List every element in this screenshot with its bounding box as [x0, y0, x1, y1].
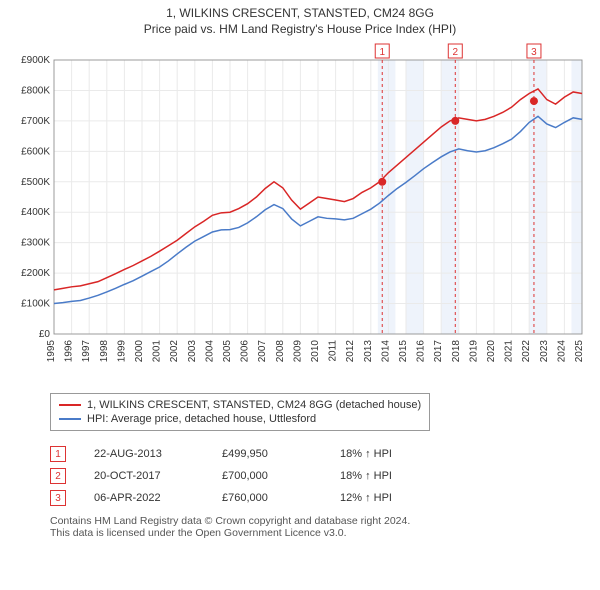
- svg-text:£800K: £800K: [21, 85, 50, 96]
- svg-text:1999: 1999: [116, 340, 127, 363]
- svg-text:2013: 2013: [363, 340, 374, 363]
- event-row: 1 22-AUG-2013 £499,950 18% ↑ HPI: [50, 443, 592, 465]
- svg-text:2019: 2019: [468, 340, 479, 363]
- svg-text:2003: 2003: [187, 340, 198, 363]
- event-list: 1 22-AUG-2013 £499,950 18% ↑ HPI 2 20-OCT-201…: [50, 443, 592, 509]
- event-price: £760,000: [222, 492, 312, 504]
- svg-text:£600K: £600K: [21, 146, 50, 157]
- page-title: 1, WILKINS CRESCENT, STANSTED, CM24 8GG: [8, 6, 592, 20]
- event-price: £499,950: [222, 448, 312, 460]
- svg-text:2011: 2011: [328, 340, 339, 362]
- footnote-line: Contains HM Land Registry data © Crown c…: [50, 515, 592, 527]
- legend-swatch-hpi: [59, 418, 81, 420]
- svg-text:£900K: £900K: [21, 55, 50, 66]
- svg-text:£700K: £700K: [21, 116, 50, 127]
- event-date: 20-OCT-2017: [94, 470, 194, 482]
- svg-text:£500K: £500K: [21, 177, 50, 188]
- footnote-line: This data is licensed under the Open Gov…: [50, 527, 592, 539]
- svg-text:2024: 2024: [556, 340, 567, 363]
- chart-container: 1, WILKINS CRESCENT, STANSTED, CM24 8GG …: [0, 0, 600, 547]
- svg-text:2002: 2002: [169, 340, 180, 363]
- svg-text:2016: 2016: [416, 340, 427, 363]
- svg-text:1995: 1995: [46, 340, 57, 363]
- event-badge: 2: [50, 468, 66, 484]
- svg-text:2012: 2012: [345, 340, 356, 363]
- svg-text:£100K: £100K: [21, 299, 50, 310]
- event-badge: 3: [50, 490, 66, 506]
- line-chart: £0 £100K £200K £300K £400K £500K £600K £700K £80…: [8, 42, 592, 385]
- footnotes: Contains HM Land Registry data © Crown c…: [50, 515, 592, 539]
- event-hpi-delta: 12% ↑ HPI: [340, 492, 392, 504]
- svg-text:£400K: £400K: [21, 207, 50, 218]
- svg-text:2: 2: [452, 47, 458, 58]
- svg-text:2005: 2005: [222, 340, 233, 363]
- svg-text:3: 3: [531, 47, 537, 58]
- event-hpi-delta: 18% ↑ HPI: [340, 448, 392, 460]
- event-hpi-delta: 18% ↑ HPI: [340, 470, 392, 482]
- legend-swatch-property: [59, 404, 81, 406]
- legend-item-property: 1, WILKINS CRESCENT, STANSTED, CM24 8GG …: [59, 398, 421, 412]
- svg-text:2007: 2007: [257, 340, 268, 363]
- svg-text:2018: 2018: [451, 340, 462, 363]
- svg-text:2017: 2017: [433, 340, 444, 363]
- svg-text:2015: 2015: [398, 340, 409, 363]
- svg-text:2008: 2008: [275, 340, 286, 363]
- svg-text:2000: 2000: [134, 340, 145, 363]
- svg-text:1997: 1997: [81, 340, 92, 363]
- svg-text:2021: 2021: [504, 340, 515, 363]
- event-price: £700,000: [222, 470, 312, 482]
- svg-text:2004: 2004: [204, 340, 215, 363]
- event-row: 2 20-OCT-2017 £700,000 18% ↑ HPI: [50, 465, 592, 487]
- event-date: 22-AUG-2013: [94, 448, 194, 460]
- svg-text:2023: 2023: [539, 340, 550, 363]
- legend: 1, WILKINS CRESCENT, STANSTED, CM24 8GG …: [50, 393, 430, 431]
- svg-text:1998: 1998: [99, 340, 110, 363]
- event-date: 06-APR-2022: [94, 492, 194, 504]
- svg-text:2014: 2014: [380, 340, 391, 363]
- svg-text:2010: 2010: [310, 340, 321, 363]
- svg-text:2025: 2025: [574, 340, 585, 363]
- legend-label: 1, WILKINS CRESCENT, STANSTED, CM24 8GG …: [87, 399, 421, 411]
- page-subtitle: Price paid vs. HM Land Registry's House …: [8, 22, 592, 36]
- svg-text:1: 1: [379, 47, 385, 58]
- svg-text:2006: 2006: [240, 340, 251, 363]
- svg-text:1996: 1996: [64, 340, 75, 363]
- event-row: 3 06-APR-2022 £760,000 12% ↑ HPI: [50, 487, 592, 509]
- legend-label: HPI: Average price, detached house, Uttl…: [87, 413, 316, 425]
- svg-text:£200K: £200K: [21, 268, 50, 279]
- svg-text:2022: 2022: [521, 340, 532, 363]
- event-badge: 1: [50, 446, 66, 462]
- svg-text:2001: 2001: [152, 340, 163, 363]
- svg-text:2009: 2009: [292, 340, 303, 363]
- legend-item-hpi: HPI: Average price, detached house, Uttl…: [59, 412, 421, 426]
- svg-text:2020: 2020: [486, 340, 497, 363]
- svg-text:£0: £0: [39, 329, 51, 340]
- svg-text:£300K: £300K: [21, 238, 50, 249]
